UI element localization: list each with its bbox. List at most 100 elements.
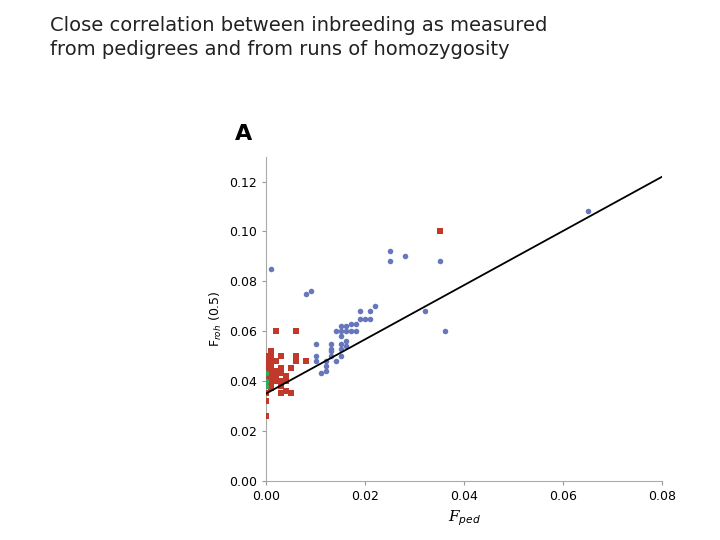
- Text: Close correlation between inbreeding as measured
from pedigrees and from runs of: Close correlation between inbreeding as …: [50, 16, 548, 59]
- Point: [271, 369, 282, 378]
- Point: [310, 339, 322, 348]
- Point: [266, 364, 277, 373]
- Point: [330, 327, 341, 335]
- Point: [261, 367, 272, 375]
- Point: [266, 356, 277, 365]
- Point: [320, 362, 331, 370]
- Point: [261, 369, 272, 378]
- Text: A: A: [235, 124, 252, 144]
- Point: [261, 389, 272, 397]
- Point: [276, 364, 287, 373]
- Point: [419, 307, 431, 315]
- Point: [285, 364, 297, 373]
- Point: [364, 314, 376, 323]
- Point: [271, 367, 282, 375]
- Point: [261, 362, 272, 370]
- Point: [266, 362, 277, 370]
- Point: [325, 344, 336, 353]
- Point: [340, 342, 351, 350]
- Point: [261, 376, 272, 385]
- Point: [261, 376, 272, 385]
- Point: [271, 327, 282, 335]
- Point: [266, 347, 277, 355]
- Point: [384, 247, 396, 255]
- Point: [281, 372, 292, 380]
- Point: [281, 376, 292, 385]
- Point: [335, 344, 346, 353]
- Point: [276, 389, 287, 397]
- Point: [266, 384, 277, 393]
- Point: [281, 387, 292, 395]
- Point: [276, 369, 287, 378]
- Point: [300, 356, 312, 365]
- Point: [345, 327, 356, 335]
- Point: [276, 352, 287, 360]
- Point: [359, 314, 372, 323]
- Point: [310, 356, 322, 365]
- Point: [271, 372, 282, 380]
- Point: [261, 396, 272, 405]
- Point: [261, 382, 272, 390]
- Point: [261, 356, 272, 365]
- Point: [438, 327, 451, 335]
- Point: [399, 252, 410, 261]
- Point: [350, 327, 361, 335]
- Point: [384, 257, 396, 266]
- Point: [266, 265, 277, 273]
- Point: [266, 352, 277, 360]
- Point: [350, 319, 361, 328]
- Point: [330, 356, 341, 365]
- Point: [266, 369, 277, 378]
- Point: [266, 376, 277, 385]
- Point: [325, 339, 336, 348]
- Point: [261, 352, 272, 360]
- Point: [261, 382, 272, 390]
- Point: [261, 356, 272, 365]
- Point: [290, 356, 302, 365]
- Point: [276, 376, 287, 385]
- Point: [355, 307, 366, 315]
- Point: [335, 332, 346, 340]
- Point: [340, 327, 351, 335]
- Point: [261, 354, 272, 363]
- Point: [300, 289, 312, 298]
- Point: [434, 227, 446, 235]
- Point: [261, 369, 272, 378]
- Point: [335, 322, 346, 330]
- Point: [261, 359, 272, 368]
- Point: [340, 322, 351, 330]
- Point: [261, 367, 272, 375]
- Point: [266, 372, 277, 380]
- Point: [310, 352, 322, 360]
- Point: [325, 352, 336, 360]
- Point: [271, 376, 282, 385]
- Point: [340, 337, 351, 346]
- Point: [335, 339, 346, 348]
- Point: [266, 354, 277, 363]
- X-axis label: F$_{ped}$: F$_{ped}$: [448, 508, 481, 528]
- Point: [315, 369, 327, 378]
- Point: [434, 257, 446, 266]
- Point: [345, 319, 356, 328]
- Point: [320, 367, 331, 375]
- Point: [582, 207, 594, 216]
- Point: [276, 382, 287, 390]
- Point: [261, 364, 272, 373]
- Point: [266, 367, 277, 375]
- Point: [266, 382, 277, 390]
- Point: [266, 374, 277, 383]
- Point: [364, 307, 376, 315]
- Y-axis label: F$_{roh}$ (0.5): F$_{roh}$ (0.5): [207, 290, 224, 347]
- Point: [261, 372, 272, 380]
- Point: [290, 327, 302, 335]
- Point: [285, 389, 297, 397]
- Point: [271, 356, 282, 365]
- Point: [335, 327, 346, 335]
- Point: [320, 356, 331, 365]
- Point: [261, 411, 272, 420]
- Point: [325, 347, 336, 355]
- Point: [290, 352, 302, 360]
- Point: [369, 302, 381, 310]
- Point: [335, 352, 346, 360]
- Point: [305, 287, 317, 295]
